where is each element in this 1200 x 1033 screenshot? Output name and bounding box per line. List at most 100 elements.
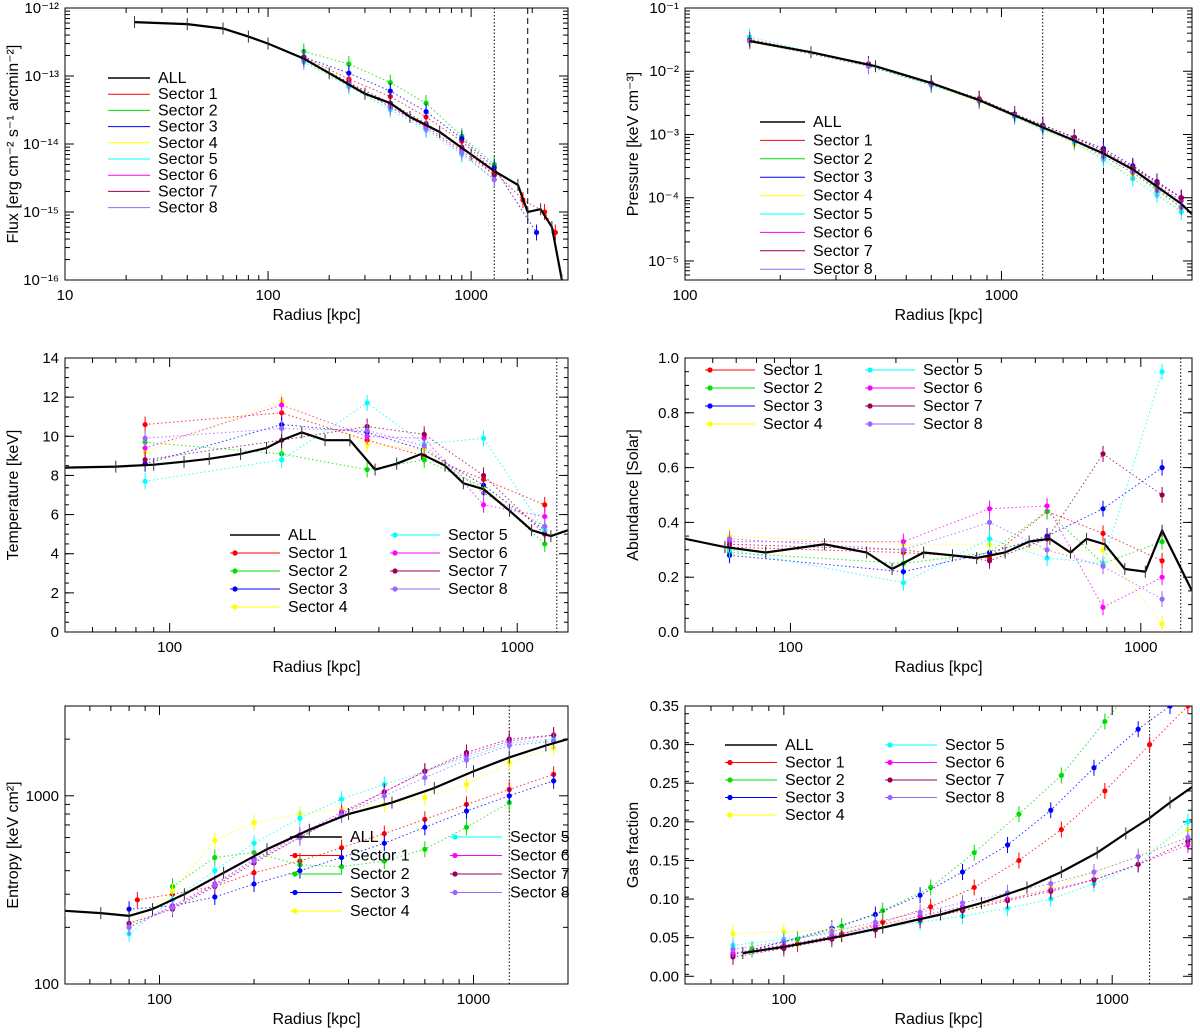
series-connector — [751, 706, 1119, 950]
plot-frame — [684, 705, 1193, 985]
y-tick-label: 10⁻¹ — [649, 0, 679, 17]
legend-marker — [392, 532, 398, 538]
series-s8 — [730, 829, 1191, 958]
data-point — [959, 869, 966, 875]
legend-label: Sector 2 — [350, 866, 410, 883]
data-point — [126, 924, 132, 930]
data-point — [1159, 538, 1165, 545]
legend-label: Sector 8 — [448, 581, 508, 598]
data-point — [1159, 596, 1165, 602]
series-connector — [128, 740, 554, 928]
series-connector — [729, 521, 1163, 600]
legend-label: Sector 5 — [510, 829, 570, 846]
data-point — [480, 502, 487, 508]
data-point — [829, 928, 835, 935]
data-point — [381, 858, 387, 864]
legend-item: ALL — [290, 829, 379, 846]
x-tick-label: 100 — [147, 991, 172, 1008]
legend-marker — [867, 403, 873, 409]
legend-item: Sector 7 — [390, 563, 508, 580]
series-ALL — [742, 781, 1192, 960]
x-tick-label: 1000 — [1124, 639, 1157, 656]
plot-frame — [64, 705, 569, 985]
y-tick-label: 10⁻² — [649, 63, 679, 80]
series-connector — [145, 425, 546, 535]
data-point — [928, 904, 934, 910]
legend-label: Sector 2 — [785, 772, 845, 789]
data-point — [1100, 563, 1106, 569]
data-point — [381, 830, 387, 837]
data-point — [459, 149, 465, 156]
data-point — [421, 431, 427, 437]
data-point — [251, 881, 257, 887]
data-point — [986, 506, 993, 512]
legend-item: Sector 4 — [108, 135, 218, 152]
series-line-all — [134, 21, 563, 280]
y-tick-label: 0.10 — [650, 891, 679, 908]
data-group — [730, 706, 1192, 965]
legend-label: Sector 6 — [510, 848, 570, 865]
data-point — [1135, 853, 1141, 860]
series-connector — [749, 41, 1182, 213]
data-point — [491, 176, 497, 183]
data-point — [1147, 742, 1153, 748]
series-s2 — [301, 43, 497, 173]
data-point — [551, 778, 557, 784]
y-tick-label: 0.0 — [658, 624, 679, 641]
data-point — [126, 906, 132, 912]
legend-label: Sector 4 — [158, 135, 218, 152]
plot-frame — [684, 7, 1193, 281]
x-tick-label: 100 — [256, 287, 281, 304]
legend-marker — [707, 385, 713, 391]
data-point — [917, 892, 923, 898]
legend-label: Sector 3 — [158, 119, 218, 136]
legend-marker — [887, 759, 893, 766]
series-s4 — [301, 52, 497, 188]
data-point — [381, 793, 387, 799]
x-axis-label: Radius [kpc] — [894, 659, 982, 676]
legend-item: Sector 5 — [760, 206, 873, 223]
data-point — [917, 909, 923, 915]
legend-label: Sector 5 — [448, 527, 508, 544]
legend-item: Sector 1 — [705, 362, 823, 379]
series-connector — [749, 40, 1182, 208]
data-point — [423, 108, 429, 115]
data-point — [338, 845, 345, 851]
legend-item: Sector 7 — [450, 866, 570, 883]
legend-label: ALL — [785, 737, 814, 754]
x-tick-label: 100 — [672, 287, 697, 304]
legend-item: Sector 4 — [230, 599, 348, 616]
y-tick-label: 10 — [42, 428, 59, 445]
legend-item: Sector 7 — [885, 772, 1005, 789]
legend-label: Sector 2 — [813, 151, 873, 168]
data-point — [169, 904, 176, 911]
legend-label: Sector 1 — [158, 86, 218, 103]
legend-item: Sector 5 — [885, 737, 1005, 754]
legend-item: Sector 5 — [865, 362, 983, 379]
y-tick-label: 1.0 — [658, 350, 679, 367]
tick-group: 100 1000 100 1000 — [26, 705, 569, 1008]
legend-label: Sector 1 — [350, 848, 410, 865]
y-tick-label: 12 — [42, 389, 59, 406]
data-point — [364, 427, 370, 434]
y-tick-label: 1000 — [26, 788, 59, 805]
legend-item: Sector 2 — [705, 380, 823, 397]
data-point — [279, 457, 285, 463]
legend-item: Sector 1 — [108, 86, 218, 103]
data-point — [1100, 506, 1106, 512]
data-point — [387, 79, 393, 86]
legend-marker — [232, 586, 238, 592]
data-point — [533, 229, 540, 236]
legend-marker — [707, 367, 713, 373]
legend-item: ALL — [230, 527, 317, 544]
data-group — [134, 16, 563, 280]
data-point — [142, 445, 148, 451]
legend-item: Sector 1 — [290, 848, 410, 865]
legend-item: Sector 6 — [885, 755, 1005, 772]
series-connector — [129, 780, 554, 910]
legend-label: Sector 8 — [945, 790, 1005, 807]
series-s7 — [126, 727, 557, 932]
y-tick-label: 0.8 — [658, 405, 679, 422]
data-point — [542, 502, 548, 508]
